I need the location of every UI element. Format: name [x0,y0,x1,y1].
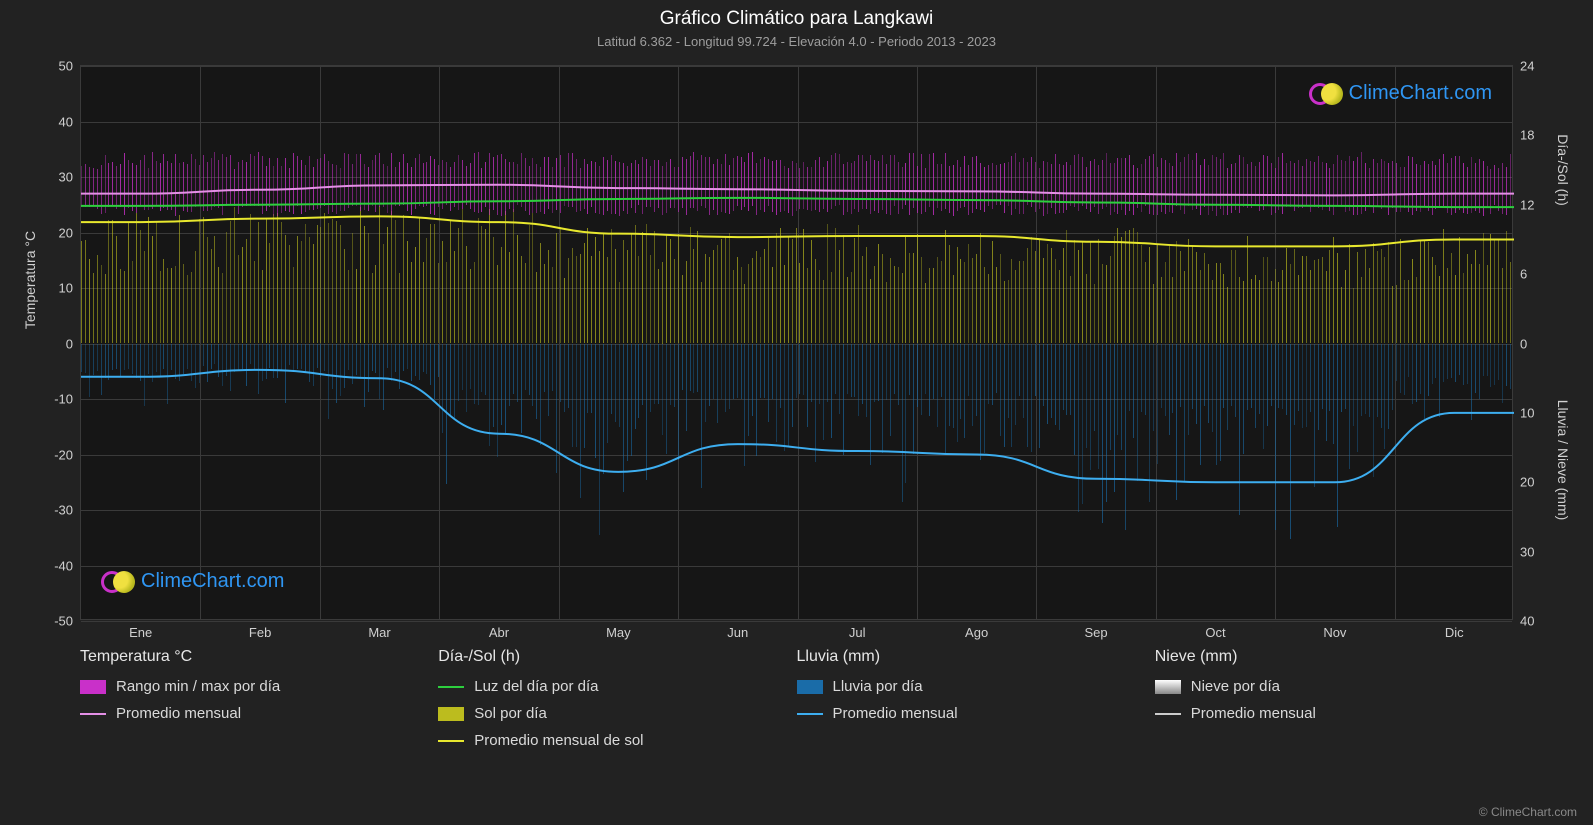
copyright: © ClimeChart.com [1479,805,1577,819]
legend-label: Promedio mensual [116,705,241,722]
y-right-bottom-tick-label: 30 [1512,544,1534,559]
watermark-bottom: ClimeChart.com [101,570,284,593]
y-left-tick-label: 50 [59,59,81,74]
y-left-tick-label: -10 [54,392,81,407]
x-month-label: Nov [1323,619,1346,640]
logo-icon [101,571,135,593]
watermark-text: ClimeChart.com [1349,82,1492,105]
legend-item: Promedio mensual [80,705,418,722]
swatch-rain-avg [797,713,823,715]
swatch-temp-avg [80,713,106,715]
legend-header: Día-/Sol (h) [438,648,776,666]
y-right-bottom-tick-label: 40 [1512,614,1534,629]
x-month-label: Feb [249,619,271,640]
chart-svg-layer [81,66,1512,619]
x-month-label: Jun [727,619,748,640]
legend-col-sun: Día-/Sol (h) Luz del día por día Sol por… [438,648,796,749]
legend-label: Lluvia por día [833,678,923,695]
y-right-top-tick-label: 18 [1512,128,1534,143]
chart-subtitle: Latitud 6.362 - Longitud 99.724 - Elevac… [0,30,1593,49]
legend-label: Promedio mensual de sol [474,732,643,749]
x-month-label: Ene [129,619,152,640]
swatch-daylight [438,686,464,688]
chart-title: Gráfico Climático para Langkawi [0,0,1593,30]
swatch-temp-range [80,680,106,694]
legend-header: Temperatura °C [80,648,418,666]
y-right-bottom-tick-label: 10 [1512,405,1534,420]
x-month-label: Dic [1445,619,1464,640]
legend-header: Lluvia (mm) [797,648,1135,666]
y-right-top-tick-label: 12 [1512,197,1534,212]
legend-item: Promedio mensual [797,705,1135,722]
x-month-label: Oct [1205,619,1225,640]
y-left-tick-label: 40 [59,114,81,129]
legend-item: Luz del día por día [438,678,776,695]
legend-label: Rango min / max por día [116,678,280,695]
y-right-bottom-tick-label: 20 [1512,475,1534,490]
y-right-top-tick-label: 0 [1512,336,1527,351]
legend: Temperatura °C Rango min / max por día P… [80,648,1513,749]
watermark-top: ClimeChart.com [1309,82,1492,105]
x-month-label: Jul [849,619,866,640]
y-left-tick-label: -50 [54,614,81,629]
chart-plot-area: -50-40-30-20-100102030405006121824102030… [80,65,1513,620]
y-axis-right-bottom-title: Lluvia / Nieve (mm) [1555,400,1571,521]
y-right-top-tick-label: 24 [1512,59,1534,74]
legend-item: Nieve por día [1155,678,1493,695]
y-left-tick-label: 30 [59,170,81,185]
legend-col-temp: Temperatura °C Rango min / max por día P… [80,648,438,749]
legend-label: Promedio mensual [833,705,958,722]
x-month-label: May [606,619,631,640]
legend-header: Nieve (mm) [1155,648,1493,666]
legend-col-rain: Lluvia (mm) Lluvia por día Promedio mens… [797,648,1155,749]
legend-item: Lluvia por día [797,678,1135,695]
swatch-rain-fill [797,680,823,694]
legend-label: Luz del día por día [474,678,598,695]
y-left-tick-label: -20 [54,447,81,462]
legend-label: Nieve por día [1191,678,1280,695]
legend-label: Promedio mensual [1191,705,1316,722]
swatch-sun-avg [438,740,464,742]
legend-item: Promedio mensual de sol [438,732,776,749]
y-left-tick-label: 10 [59,281,81,296]
y-right-top-tick-label: 6 [1512,267,1527,282]
y-left-tick-label: -30 [54,503,81,518]
swatch-snow-fill [1155,680,1181,694]
y-left-tick-label: 0 [66,336,81,351]
legend-col-snow: Nieve (mm) Nieve por día Promedio mensua… [1155,648,1513,749]
y-axis-left-title: Temperatura °C [22,231,38,329]
swatch-snow-avg [1155,713,1181,715]
legend-item: Rango min / max por día [80,678,418,695]
watermark-text: ClimeChart.com [141,570,284,593]
logo-icon [1309,83,1343,105]
x-month-label: Mar [368,619,390,640]
x-month-label: Sep [1084,619,1107,640]
y-axis-right-top-title: Día-/Sol (h) [1555,134,1571,206]
legend-item: Promedio mensual [1155,705,1493,722]
x-month-label: Ago [965,619,988,640]
y-left-tick-label: -40 [54,558,81,573]
swatch-sun-fill [438,707,464,721]
x-month-label: Abr [489,619,509,640]
y-left-tick-label: 20 [59,225,81,240]
legend-item: Sol por día [438,705,776,722]
legend-label: Sol por día [474,705,547,722]
